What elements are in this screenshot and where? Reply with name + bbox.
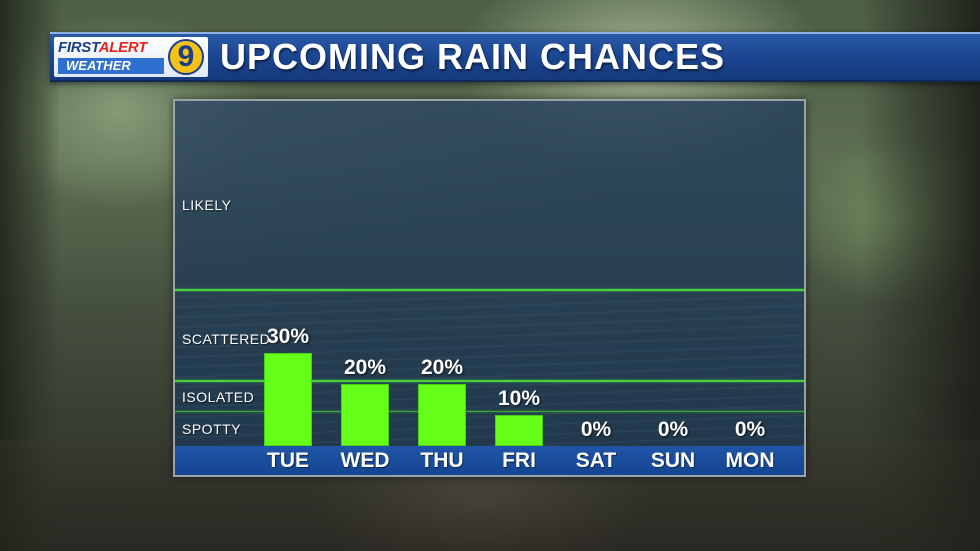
day-label-sat: SAT — [575, 449, 617, 472]
first-alert-weather-logo: FIRSTALERT WEATHER 9 — [54, 37, 208, 77]
bar-fri — [495, 415, 543, 446]
value-label-sat: 0% — [580, 418, 612, 441]
logo-alert-text: ALERT — [98, 39, 148, 56]
logo-wordmark: FIRSTALERT — [58, 39, 147, 57]
threshold-line-spotty — [175, 411, 804, 412]
day-label-fri: FRI — [502, 449, 536, 472]
value-label-tue: 30% — [266, 325, 310, 348]
level-label-spotty: SPOTTY — [182, 421, 242, 437]
value-label-sun: 0% — [657, 418, 689, 441]
level-label-scattered: SCATTERED — [182, 331, 271, 347]
rain-chance-chart: LIKELY SCATTERED ISOLATED SPOTTY 30% 20% 2… — [173, 99, 806, 477]
value-label-wed: 20% — [343, 356, 387, 379]
logo-first-text: FIRST — [58, 39, 99, 56]
day-label-thu: THU — [420, 449, 464, 472]
value-label-thu: 20% — [420, 356, 464, 379]
channel-number-badge: 9 — [168, 39, 204, 75]
day-label-tue: TUE — [267, 449, 309, 472]
value-label-fri: 10% — [497, 387, 541, 410]
page-title: UPCOMING RAIN CHANCES — [220, 36, 726, 77]
day-axis-strip: TUE WED THU FRI SAT SUN MON — [175, 446, 804, 475]
panel-sky-shade — [175, 101, 804, 289]
day-label-wed: WED — [340, 449, 390, 472]
bar-plot-area: 30% 20% 20% 10% 0% 0% 0% — [175, 101, 804, 475]
value-label-mon: 0% — [734, 418, 766, 441]
threshold-line-likely — [175, 289, 804, 291]
bar-tue — [264, 353, 312, 446]
level-label-isolated: ISOLATED — [182, 389, 255, 405]
day-label-mon: MON — [725, 449, 775, 472]
bar-wed — [341, 384, 389, 446]
day-label-sun: SUN — [650, 449, 696, 472]
threshold-line-isolated — [175, 380, 804, 382]
logo-weather-text: WEATHER — [58, 58, 164, 74]
bar-thu — [418, 384, 466, 446]
level-label-likely: LIKELY — [182, 197, 232, 213]
title-banner: FIRSTALERT WEATHER 9 UPCOMING RAIN CHANC… — [50, 32, 980, 82]
